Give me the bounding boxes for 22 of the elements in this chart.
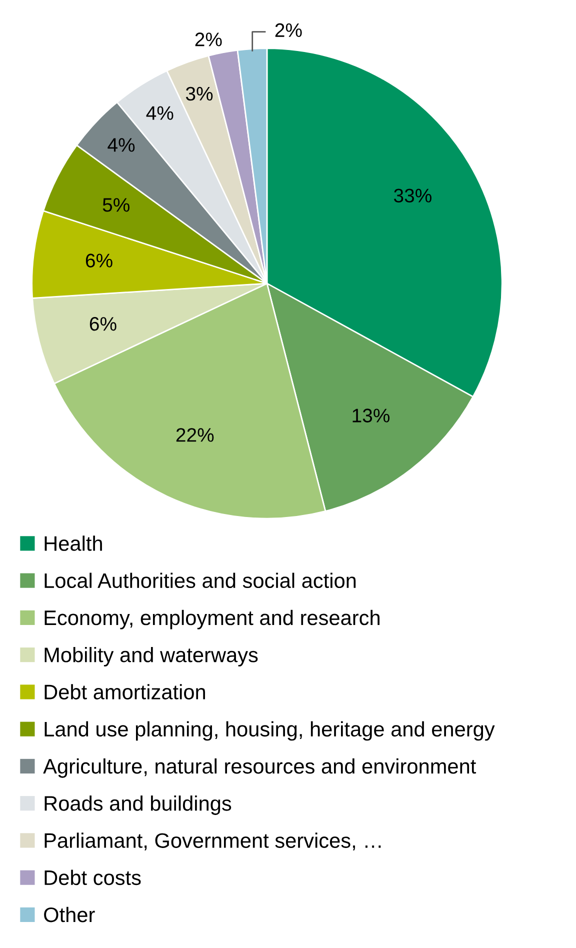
data-label: 6%: [90, 317, 116, 331]
data-label: 2%: [275, 23, 302, 37]
data-label: 22%: [176, 428, 214, 442]
legend-label: Roads and buildings: [44, 796, 232, 815]
data-label: 5%: [102, 198, 130, 212]
legend-label: Other: [44, 906, 95, 922]
legend-label: Land use planning, housing, heritage and energy: [44, 721, 495, 741]
legend-label: Mobility and waterways: [44, 647, 258, 666]
legend-label: Parliamant, Government services, …: [44, 832, 381, 850]
data-label: 4%: [146, 106, 174, 120]
data-label: 33%: [394, 188, 432, 202]
legend-label: Economy, employment and research: [44, 610, 380, 630]
legend-label: Local Authorities and social action: [44, 572, 356, 588]
legend-label: Debt amortization: [44, 684, 205, 700]
legend-label: Health: [44, 536, 102, 551]
data-label: 13%: [352, 408, 390, 422]
data-label: 2%: [195, 32, 222, 46]
data-label: 4%: [108, 138, 135, 152]
data-label: 6%: [86, 254, 112, 268]
data-label: 3%: [186, 86, 213, 101]
legend-label: Agriculture, natural resources and environment: [43, 758, 476, 778]
legend-label: Debt costs: [44, 870, 141, 886]
